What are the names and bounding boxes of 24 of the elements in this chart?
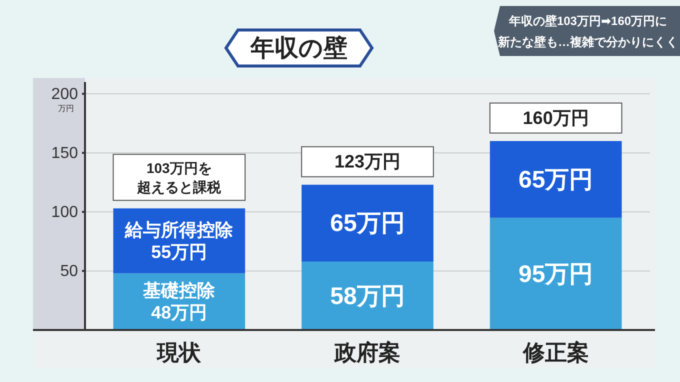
y-tick-label: 150 — [51, 144, 78, 162]
bar — [490, 218, 622, 330]
chart-subtitle: 年収の壁103万円➡160万円に — [508, 14, 668, 28]
data-label: 95万円 — [518, 260, 594, 288]
y-tick-label: 50 — [60, 262, 78, 280]
bar — [302, 262, 434, 330]
text: 新たな壁も…複雑で分かりにくく — [497, 35, 678, 49]
x-tick-label: 現状 — [156, 340, 202, 364]
bar — [490, 141, 622, 218]
y-tick-label: 100 — [51, 203, 78, 220]
x-tick-label: 政府案 — [334, 340, 400, 364]
chart-title: 年収の壁 — [250, 34, 348, 62]
total-label: 160万円 — [522, 108, 589, 128]
data-label: 給与所得控除 55万円 — [124, 220, 234, 262]
data-label: 65万円 — [330, 210, 405, 237]
total-label: 103万円を超えると課税 — [136, 160, 222, 195]
y-tick-label: 200 — [51, 85, 78, 102]
total-label: 123万円 — [334, 152, 401, 172]
data-label: 基礎控除 48万円 — [142, 280, 216, 323]
bar — [302, 184, 434, 262]
data-label: 65万円 — [518, 166, 594, 193]
x-tick-label: 修正案 — [522, 340, 589, 364]
data-label: 58万円 — [330, 282, 405, 310]
y-axis-title: 万円 — [58, 103, 74, 112]
